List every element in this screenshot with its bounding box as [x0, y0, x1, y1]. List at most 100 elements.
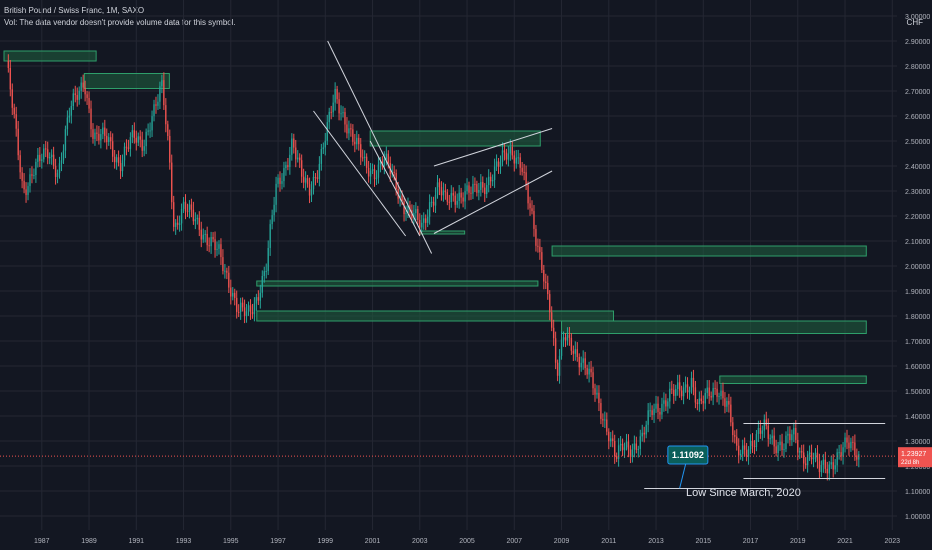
- candle-body: [588, 368, 590, 375]
- candle-body: [802, 452, 805, 464]
- candle-body: [791, 434, 793, 441]
- candle-body: [198, 217, 200, 230]
- candle-body: [452, 193, 454, 196]
- candle-body: [131, 130, 134, 138]
- candle-body: [342, 112, 344, 114]
- candle-body: [115, 157, 118, 163]
- candle-body: [426, 216, 429, 223]
- candle-body: [375, 177, 378, 180]
- price-axis: 1.00000 1.10000 1.20000 1.30000 1.40000 1.500…: [905, 14, 930, 521]
- x-tick-label: 2003: [412, 538, 428, 545]
- candle-body: [363, 156, 366, 159]
- candle-body: [745, 449, 748, 457]
- candle-body: [194, 219, 197, 222]
- candle-body: [448, 201, 451, 203]
- candle-body: [415, 209, 417, 213]
- candle-body: [50, 154, 53, 157]
- candle-body: [224, 270, 226, 272]
- candle-body: [356, 137, 358, 145]
- candle-body: [432, 201, 435, 206]
- candle-body: [757, 427, 760, 435]
- candle-body: [169, 135, 171, 163]
- supply-demand-zones: [3, 50, 867, 384]
- candle-body: [700, 398, 703, 402]
- candle-body: [495, 161, 498, 167]
- candle-body: [64, 129, 67, 151]
- y-tick-label: 1.70000: [905, 339, 930, 346]
- candle-body: [367, 167, 370, 177]
- candle-body: [300, 160, 303, 177]
- candle-body: [529, 203, 531, 209]
- candle-body: [54, 165, 57, 177]
- x-tick-label: 1991: [129, 538, 145, 545]
- y-tick-label: 2.40000: [905, 164, 930, 171]
- candle-body: [645, 424, 647, 435]
- candle-body: [104, 127, 106, 136]
- candle-body: [482, 181, 484, 188]
- candle-body: [442, 190, 445, 196]
- candle-body: [848, 442, 850, 449]
- candle-body: [362, 157, 364, 159]
- candle-body: [52, 154, 55, 166]
- candle-body: [318, 163, 321, 179]
- candle-body: [801, 451, 803, 453]
- candle-body: [222, 257, 224, 272]
- candle-body: [710, 396, 712, 398]
- candle-body: [535, 228, 537, 246]
- candle-body: [606, 419, 608, 432]
- candle-body: [19, 155, 21, 173]
- candle-body: [409, 205, 411, 211]
- candle-body: [696, 402, 699, 405]
- candle-body: [393, 171, 395, 174]
- candle-body: [545, 281, 547, 283]
- candle-body: [730, 404, 732, 423]
- candle-body: [551, 312, 553, 328]
- candle-body: [669, 388, 671, 402]
- y-tick-label: 1.10000: [905, 489, 930, 496]
- candle-body: [706, 387, 708, 393]
- candle-body: [387, 153, 389, 163]
- candle-body: [9, 67, 11, 90]
- candle-body: [299, 157, 301, 161]
- candle-body: [425, 218, 427, 223]
- y-tick-label: 1.80000: [905, 314, 930, 321]
- candle-body: [663, 400, 665, 404]
- candle-body: [450, 193, 452, 203]
- candle-body: [247, 305, 250, 312]
- candle-body: [438, 182, 441, 188]
- candle-body: [129, 137, 132, 149]
- candle-body: [608, 431, 610, 442]
- candle-body: [11, 89, 13, 108]
- candle-body: [110, 137, 112, 142]
- candle-body: [171, 162, 173, 203]
- candle-body: [78, 90, 80, 100]
- candle-body: [428, 202, 431, 217]
- y-tick-label: 2.00000: [905, 264, 930, 271]
- candle-body: [720, 390, 722, 397]
- candle-body: [308, 184, 311, 196]
- candle-body: [180, 208, 183, 224]
- candle-body: [627, 441, 630, 450]
- candle-body: [741, 445, 744, 454]
- candle-body: [216, 248, 218, 250]
- candle-body: [655, 403, 657, 409]
- candle-body: [358, 137, 360, 145]
- candle-body: [100, 134, 102, 141]
- candle-body: [484, 187, 486, 195]
- candle-body: [614, 441, 616, 457]
- x-tick-label: 1999: [318, 538, 334, 545]
- candle-body: [564, 337, 567, 341]
- candle-body: [610, 438, 612, 442]
- candle-body: [488, 176, 490, 186]
- candle-body: [753, 446, 756, 448]
- candle-body: [275, 183, 277, 205]
- x-tick-label: 2013: [648, 538, 664, 545]
- zone: [83, 73, 170, 89]
- candle-body: [722, 390, 724, 399]
- candle-body: [592, 372, 594, 389]
- zone: [256, 310, 615, 322]
- candle-body: [521, 167, 523, 172]
- candle-body: [751, 440, 754, 447]
- candle-body: [74, 93, 76, 96]
